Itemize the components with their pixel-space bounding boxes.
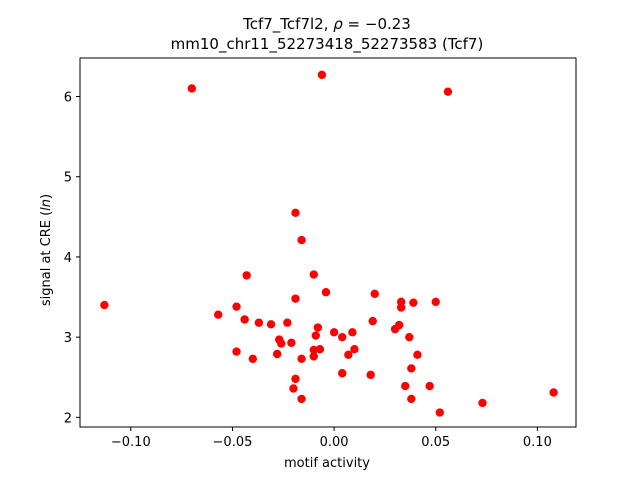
chart-title-line2: mm10_chr11_52273418_52273583 (Tcf7) — [171, 35, 484, 54]
data-point — [478, 398, 487, 408]
data-point — [350, 344, 359, 354]
data-point — [287, 338, 296, 347]
data-point — [309, 352, 318, 361]
y-tick-label: 4 — [64, 251, 72, 266]
data-point — [297, 354, 306, 364]
data-point — [321, 288, 331, 297]
data-point — [309, 345, 318, 355]
data-point — [291, 294, 300, 303]
plot-frame — [79, 57, 577, 428]
data-point — [370, 289, 379, 299]
data-point — [214, 310, 223, 319]
data-point — [289, 384, 298, 393]
data-point — [242, 271, 251, 280]
data-point — [405, 332, 414, 342]
data-point — [401, 381, 410, 391]
data-point — [413, 350, 422, 359]
data-point — [431, 297, 440, 307]
y-tick-label: 5 — [64, 171, 72, 186]
data-point — [425, 381, 434, 391]
data-point — [248, 354, 257, 364]
y-axis-label: signal at CRE (ln) — [39, 194, 54, 306]
data-point — [297, 235, 306, 245]
data-point — [407, 364, 416, 373]
data-point — [100, 300, 109, 310]
data-point — [338, 369, 347, 378]
data-point — [348, 328, 357, 337]
data-point — [291, 374, 300, 384]
data-point — [313, 323, 323, 332]
data-point — [309, 270, 318, 279]
data-point — [368, 316, 377, 326]
data-point — [344, 350, 353, 359]
axes-layer: −0.10 −0.05 0.00 0.05 0.10 2 3 4 5 6 — [64, 57, 577, 450]
data-point — [329, 328, 339, 337]
data-point — [254, 318, 264, 327]
y-tick-label: 3 — [64, 331, 72, 346]
data-point — [366, 370, 375, 380]
x-tick-label: −0.10 — [111, 435, 151, 450]
data-point — [266, 320, 276, 329]
data-point — [232, 302, 241, 311]
data-point — [315, 344, 325, 354]
x-axis-label: motif activity — [284, 456, 370, 471]
data-point — [394, 320, 404, 330]
data-point — [435, 408, 444, 417]
x-tick-label: 0.05 — [421, 435, 450, 450]
data-point — [338, 332, 347, 342]
chart-title-line1: Tcf7_Tcf7l2, ρ = −0.23 — [242, 15, 411, 34]
data-point — [443, 87, 453, 96]
data-point — [409, 298, 418, 307]
data-point — [317, 70, 327, 80]
data-point — [283, 318, 292, 327]
points-layer — [100, 70, 558, 417]
data-point — [311, 331, 320, 340]
x-tick-label: 0.10 — [523, 435, 552, 450]
data-point — [187, 84, 196, 93]
data-point — [407, 394, 416, 404]
x-tick-label: −0.05 — [213, 435, 253, 450]
x-tick-label: 0.00 — [320, 435, 349, 450]
data-point — [396, 303, 406, 312]
data-point — [272, 349, 282, 359]
y-tick-label: 6 — [64, 91, 72, 106]
data-point — [549, 388, 558, 397]
data-point — [291, 208, 300, 218]
data-point — [297, 394, 306, 404]
data-point — [277, 339, 286, 348]
data-point — [232, 347, 241, 356]
y-tick-label: 2 — [64, 411, 72, 426]
data-point — [240, 315, 249, 324]
